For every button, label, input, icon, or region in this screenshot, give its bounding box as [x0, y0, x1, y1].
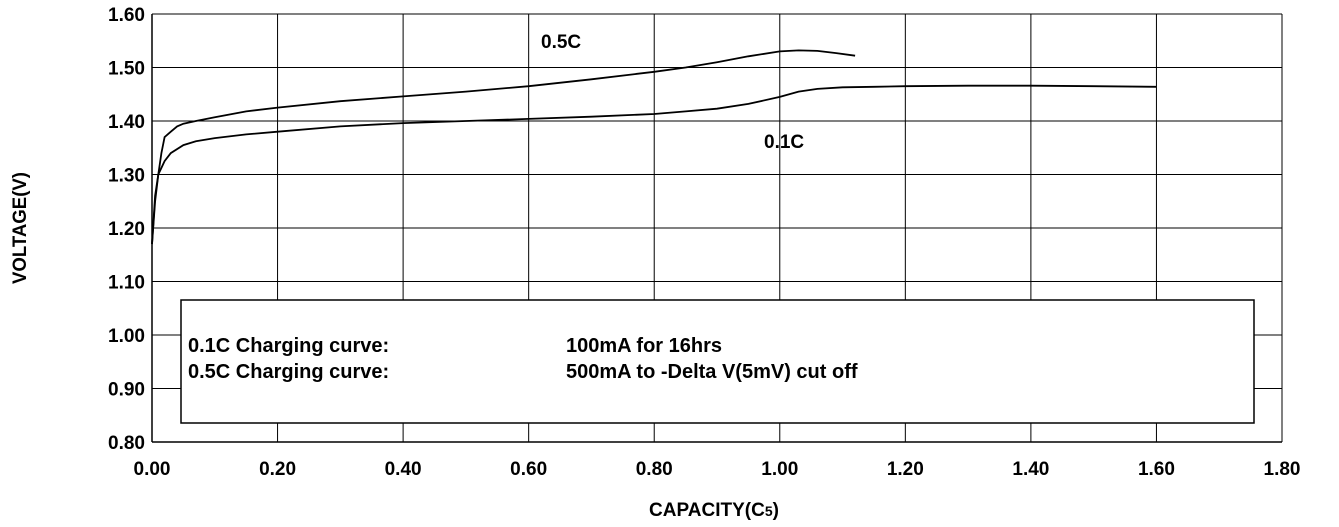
- x-tick-label: 0.80: [636, 459, 673, 480]
- x-tick-labels: 0.00 0.20 0.40 0.60 0.80 1.00 1.20 1.40 1.60 1.80: [134, 459, 1301, 480]
- series-line-0.5c: [151, 49, 856, 245]
- y-tick-label: 1.60: [108, 5, 145, 26]
- x-tick-label: 0.00: [134, 459, 171, 480]
- x-tick-label: 1.80: [1264, 459, 1301, 480]
- x-axis-title-main: CAPACITY(C: [649, 500, 765, 521]
- x-tick-label: 1.00: [761, 459, 798, 480]
- x-axis-title-subscript: 5: [765, 503, 773, 519]
- y-tick-label: 1.00: [108, 326, 145, 347]
- legend-row1-value: 100mA for 16hrs: [566, 335, 722, 357]
- x-tick-label: 0.60: [510, 459, 547, 480]
- legend-box-frame: [180, 299, 1255, 424]
- legend-box: 0.1C Charging curve: 100mA for 16hrs 0.5…: [180, 299, 1255, 424]
- y-tick-label: 1.20: [108, 219, 145, 240]
- y-tick-labels: 0.80 0.90 1.00 1.10 1.20 1.30 1.40 1.50 1.60: [108, 5, 145, 454]
- legend-row2-value: 500mA to -Delta V(5mV) cut off: [566, 361, 858, 383]
- series-lines: [151, 49, 1157, 245]
- legend-row2-label: 0.5C Charging curve:: [188, 361, 389, 383]
- y-tick-label: 1.30: [108, 166, 145, 187]
- y-tick-label: 1.50: [108, 59, 145, 80]
- series-label-0.1c: 0.1C: [764, 132, 804, 153]
- y-axis-title: VOLTAGE(V): [10, 172, 31, 284]
- x-tick-label: 0.20: [259, 459, 296, 480]
- y-tick-label: 0.90: [108, 380, 145, 401]
- x-tick-label: 1.60: [1138, 459, 1175, 480]
- y-tick-label: 1.40: [108, 112, 145, 133]
- series-line-0.1c: [151, 84, 1157, 245]
- y-tick-label: 1.10: [108, 273, 145, 294]
- legend-row1-label: 0.1C Charging curve:: [188, 335, 389, 357]
- series-label-0.5c: 0.5C: [541, 32, 581, 53]
- x-axis-title-end: ): [773, 500, 779, 521]
- x-tick-label: 1.20: [887, 459, 924, 480]
- x-tick-label: 1.40: [1012, 459, 1049, 480]
- y-tick-label: 0.80: [108, 433, 145, 454]
- x-tick-label: 0.40: [385, 459, 422, 480]
- x-axis-title: CAPACITY(C5): [649, 500, 779, 521]
